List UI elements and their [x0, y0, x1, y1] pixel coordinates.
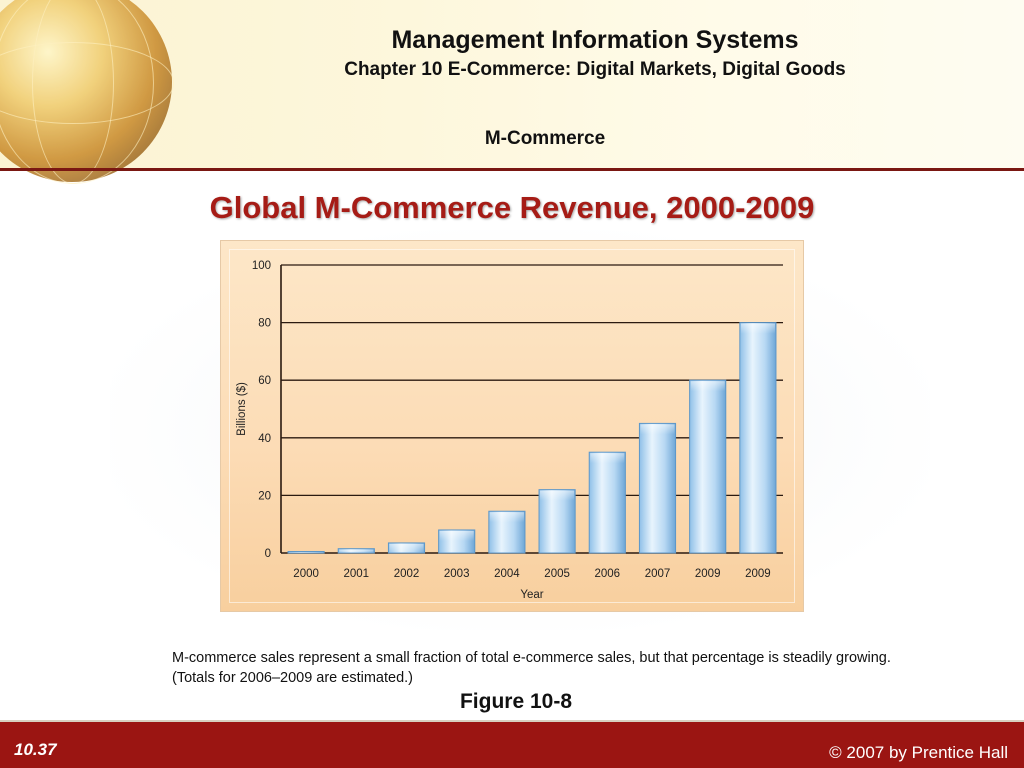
bar-highlight	[640, 424, 675, 435]
revenue-bar-chart: 0 20 40 60 80 100 2000 2001 2002 2003 2004 2005 2006…	[236, 260, 783, 601]
x-axis-title: Year	[520, 589, 543, 601]
x-tick-label: 2009	[695, 568, 721, 580]
figure-caption: M-commerce sales represent a small fract…	[172, 650, 891, 686]
footer-bar	[0, 720, 1024, 768]
globe-icon	[0, 0, 174, 184]
slide-header: Management Information Systems Chapter 1…	[0, 0, 1024, 184]
bar-highlight	[489, 512, 524, 523]
slide-title-text: Global M-Commerce Revenue, 2000-2009	[209, 190, 815, 225]
y-tick-label: 20	[258, 490, 271, 502]
bar-highlight	[439, 530, 474, 541]
bar-7	[638, 422, 677, 554]
x-tick-label: 2006	[595, 568, 621, 580]
chart-frame: 0 20 40 60 80 100 2000 2001 2002 2003 2004 2005 2006…	[220, 240, 804, 612]
bar-highlight	[339, 549, 374, 553]
y-tick-label: 60	[258, 375, 271, 387]
y-tick-label: 100	[252, 260, 271, 272]
x-tick-label: 2004	[494, 568, 520, 580]
bar-highlight	[590, 453, 625, 464]
bar-highlight	[690, 381, 725, 392]
y-axis-title: Billions ($)	[236, 382, 248, 436]
x-tick-label: 2009	[745, 568, 771, 580]
course-title: Management Information Systems	[391, 26, 799, 54]
bar-highlight	[289, 552, 324, 553]
y-tick-label: 0	[265, 548, 271, 560]
figure-label: Figure 10-8	[459, 690, 573, 713]
y-tick-label: 80	[258, 318, 271, 330]
bar-highlight	[540, 490, 575, 501]
x-tick-label: 2007	[645, 568, 671, 580]
bar-highlight	[740, 323, 775, 334]
bar-6	[588, 451, 626, 554]
chart-frame-border	[229, 249, 795, 603]
x-tick-label: 2005	[544, 568, 570, 580]
bar-9	[739, 322, 777, 554]
bar-highlight	[389, 543, 424, 553]
x-tick-label: 2003	[444, 568, 470, 580]
section-label: M-Commerce	[484, 128, 606, 149]
chapter-title: Chapter 10 E-Commerce: Digital Markets, …	[344, 59, 846, 80]
slide-number: 10.37	[14, 740, 57, 759]
header-divider	[0, 168, 1024, 171]
x-tick-label: 2001	[344, 568, 370, 580]
slide-title: Global M-Commerce Revenue, 2000-2009	[0, 190, 1024, 226]
copyright-notice: © 2007 by Prentice Hall	[829, 743, 1008, 762]
x-tick-label: 2000	[293, 568, 319, 580]
bar-8	[689, 379, 727, 554]
x-tick-label: 2002	[394, 568, 420, 580]
y-tick-label: 40	[258, 433, 271, 445]
